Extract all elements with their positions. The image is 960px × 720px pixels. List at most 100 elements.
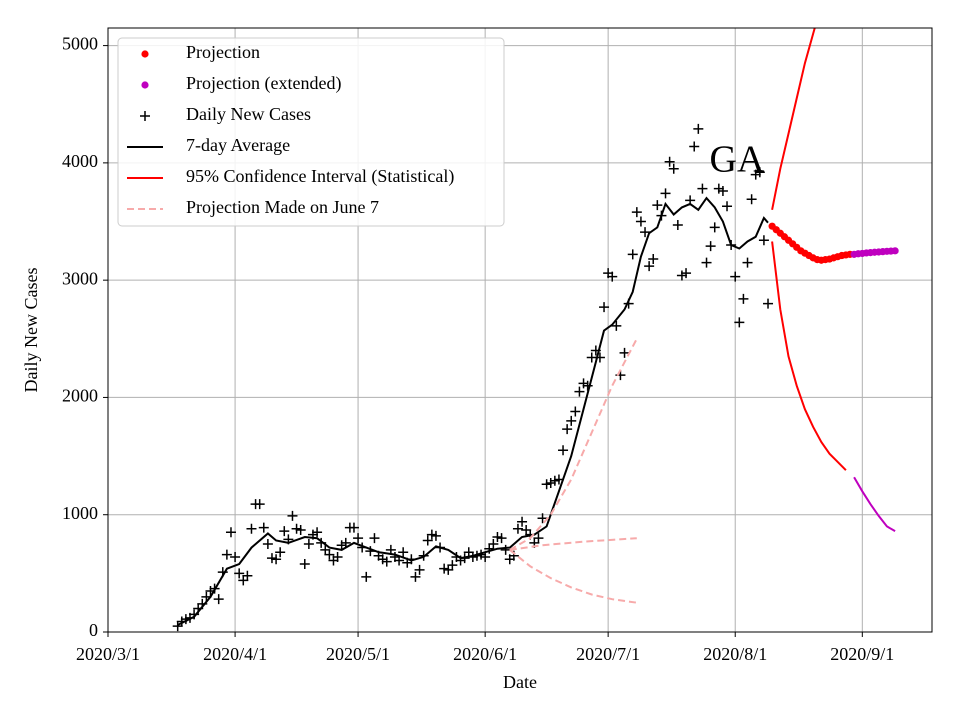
data-point (750, 169, 761, 180)
data-point (377, 554, 388, 565)
data-point (369, 533, 380, 544)
data-point (668, 163, 679, 174)
data-point (705, 241, 716, 252)
legend-box (117, 37, 505, 227)
data-point (738, 293, 749, 304)
data-point (398, 547, 409, 558)
data-point (521, 524, 532, 535)
data-point (652, 200, 663, 211)
data-point (172, 621, 183, 632)
x-tick-label: 2020/8/1 (703, 644, 767, 664)
data-point (730, 271, 741, 282)
y-axis-label: Daily New Cases (21, 268, 41, 393)
x-tick-label: 2020/4/1 (203, 644, 267, 664)
data-point (271, 554, 282, 565)
data-point (430, 530, 441, 541)
data-point (541, 479, 552, 490)
data-point (689, 141, 700, 152)
data-point (713, 183, 724, 194)
data-point (213, 594, 224, 605)
data-point (599, 302, 610, 313)
y-tick-label: 1000 (62, 503, 98, 523)
data-point (246, 523, 257, 534)
y-tick-label: 5000 (62, 34, 98, 54)
data-point (660, 188, 671, 199)
data-point (225, 527, 236, 538)
data-point (611, 320, 622, 331)
x-tick-label: 2020/7/1 (576, 644, 640, 664)
y-tick-label: 4000 (62, 151, 98, 171)
series-line (509, 338, 638, 551)
data-point (717, 186, 728, 197)
data-point (676, 270, 687, 281)
data-point (635, 216, 646, 227)
data-point (631, 207, 642, 218)
x-tick-label: 2020/5/1 (326, 644, 390, 664)
data-point (607, 271, 618, 282)
data-point (537, 513, 548, 524)
legend-swatch (141, 81, 149, 89)
data-point (439, 563, 450, 574)
data-point (545, 478, 556, 489)
data-point (242, 570, 253, 581)
data-point (648, 254, 659, 265)
x-tick-label: 2020/3/1 (76, 644, 140, 664)
data-point (488, 539, 499, 550)
data-point (582, 380, 593, 391)
series-line (771, 241, 847, 471)
data-point (549, 475, 560, 486)
data-point (262, 539, 273, 550)
data-point (746, 194, 757, 205)
legend-label: Projection (extended) (186, 73, 341, 94)
legend-label: 7-day Average (186, 135, 290, 155)
data-point (275, 547, 286, 558)
data-point (287, 510, 298, 521)
data-point (562, 424, 573, 435)
data-point (763, 298, 774, 309)
data-point (640, 227, 651, 238)
data-point (754, 167, 765, 178)
data-point (512, 523, 523, 534)
series-line (177, 196, 769, 626)
y-tick-label: 3000 (62, 268, 98, 288)
data-point (891, 247, 899, 255)
data-point (496, 533, 507, 544)
data-point (644, 261, 655, 272)
data-point (254, 499, 265, 510)
data-point (693, 123, 704, 134)
series-line (853, 476, 896, 532)
data-point (722, 201, 733, 212)
data-point (672, 220, 683, 231)
x-axis-label: Date (503, 672, 537, 692)
data-point (238, 575, 249, 586)
legend-label: Projection Made on June 7 (186, 197, 379, 217)
data-point (221, 549, 232, 560)
data-point (742, 257, 753, 268)
data-point (426, 529, 437, 540)
data-point (422, 535, 433, 546)
data-point (336, 540, 347, 551)
data-point (492, 532, 503, 543)
data-point (500, 544, 511, 555)
data-point (709, 222, 720, 233)
data-point (353, 533, 364, 544)
data-point (258, 522, 269, 533)
data-point (574, 386, 585, 397)
y-tick-label: 0 (89, 620, 98, 640)
data-point (664, 156, 675, 167)
legend-swatch (141, 50, 149, 58)
data-point (291, 523, 302, 534)
data-point (324, 549, 335, 560)
legend-label: Daily New Cases (186, 104, 311, 124)
data-point (295, 524, 306, 535)
legend-swatch (140, 111, 150, 121)
data-point (570, 406, 581, 417)
data-point (566, 415, 577, 426)
data-point (558, 445, 569, 456)
data-point (480, 551, 491, 562)
x-tick-label: 2020/9/1 (830, 644, 894, 664)
data-point (312, 527, 323, 538)
series-line (509, 537, 637, 551)
series-line (509, 549, 637, 604)
